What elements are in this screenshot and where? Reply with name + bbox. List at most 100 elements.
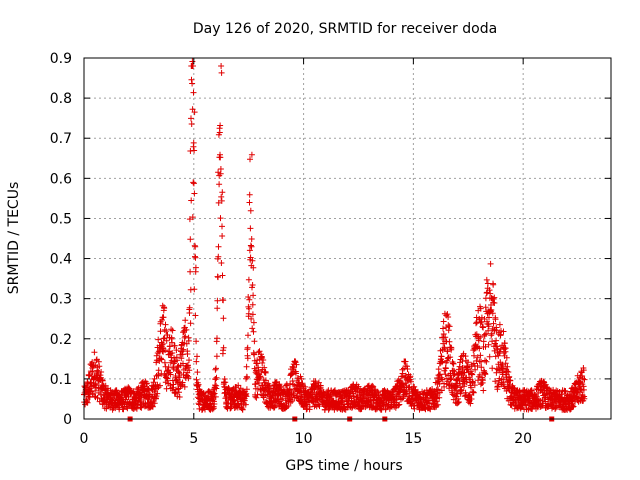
data-point xyxy=(98,369,105,375)
data-point xyxy=(194,369,201,376)
data-point xyxy=(490,281,497,288)
data-point xyxy=(216,129,223,136)
x-tick-label: 20 xyxy=(514,431,532,447)
data-point xyxy=(178,355,185,362)
data-point xyxy=(84,399,91,406)
data-point xyxy=(442,365,449,372)
data-point xyxy=(176,370,183,377)
data-point xyxy=(241,397,248,404)
data-point xyxy=(189,58,196,65)
data-point xyxy=(189,214,196,221)
data-point xyxy=(167,371,174,378)
data-point xyxy=(154,390,161,397)
data-point xyxy=(450,360,457,367)
data-point xyxy=(248,243,255,250)
data-point xyxy=(447,376,454,383)
data-point xyxy=(455,399,462,405)
data-point xyxy=(220,344,227,351)
data-point xyxy=(182,317,189,324)
data-point xyxy=(246,296,253,303)
grid xyxy=(84,58,611,419)
data-point xyxy=(254,357,261,364)
data-point xyxy=(249,311,256,318)
data-point xyxy=(211,401,218,407)
data-point xyxy=(186,367,193,374)
data-point xyxy=(487,260,494,267)
data-point xyxy=(162,347,169,354)
data-point xyxy=(246,191,253,198)
data-point xyxy=(492,378,499,385)
data-point xyxy=(219,233,226,239)
data-point xyxy=(251,351,258,358)
data-point xyxy=(191,190,198,197)
data-point xyxy=(217,154,224,161)
data-point xyxy=(445,314,452,320)
data-point xyxy=(180,360,186,367)
data-point xyxy=(189,80,196,87)
data-point xyxy=(192,243,199,250)
data-point xyxy=(215,274,221,281)
data-point xyxy=(175,386,181,393)
data-point xyxy=(89,359,96,366)
data-point xyxy=(158,356,165,363)
data-point xyxy=(581,376,588,383)
data-point xyxy=(372,386,379,393)
data-point xyxy=(183,326,190,333)
data-point xyxy=(186,304,193,311)
data-point xyxy=(474,362,481,369)
data-point xyxy=(170,365,177,372)
data-point xyxy=(442,334,449,341)
data-point xyxy=(502,345,509,352)
data-point xyxy=(549,405,555,412)
data-point xyxy=(483,358,490,365)
data-point xyxy=(479,377,486,384)
data-point xyxy=(299,380,306,387)
data-point xyxy=(494,343,500,350)
data-point xyxy=(157,355,164,362)
data-point xyxy=(155,336,162,343)
data-point xyxy=(435,366,442,373)
y-tick-label: 0.5 xyxy=(50,211,72,227)
data-point xyxy=(143,380,150,387)
data-point xyxy=(496,321,503,328)
data-point xyxy=(506,373,513,380)
data-point xyxy=(92,387,99,394)
data-point xyxy=(369,382,376,389)
data-point xyxy=(176,394,183,400)
data-point xyxy=(219,272,226,279)
data-point xyxy=(485,323,492,330)
data-point xyxy=(477,352,484,359)
data-point xyxy=(218,193,225,200)
data-point xyxy=(239,406,246,413)
data-point xyxy=(245,294,252,300)
data-point xyxy=(468,384,475,391)
data-point xyxy=(494,383,501,390)
data-point xyxy=(249,257,256,264)
data-point xyxy=(188,115,194,122)
data-point xyxy=(182,333,189,340)
y-tick-label: 0.4 xyxy=(50,252,72,268)
data-point xyxy=(447,354,454,361)
data-point xyxy=(193,358,200,365)
y-tick-label: 0.6 xyxy=(50,171,72,187)
data-point xyxy=(497,348,504,355)
data-point xyxy=(504,363,511,370)
data-point xyxy=(302,402,309,409)
x-tick-label: 10 xyxy=(295,431,313,447)
data-point xyxy=(249,325,256,332)
data-point xyxy=(490,296,497,302)
data-point xyxy=(247,254,254,261)
data-point xyxy=(282,397,289,404)
data-point xyxy=(159,341,166,348)
data-point xyxy=(257,373,264,380)
data-point xyxy=(94,395,101,401)
data-point xyxy=(298,375,305,382)
data-point xyxy=(220,297,227,304)
data-point xyxy=(488,307,495,313)
data-point xyxy=(247,207,254,214)
data-point xyxy=(469,371,476,378)
data-point xyxy=(482,357,488,364)
data-point xyxy=(192,264,199,271)
data-point xyxy=(444,348,451,355)
data-point xyxy=(577,386,584,393)
